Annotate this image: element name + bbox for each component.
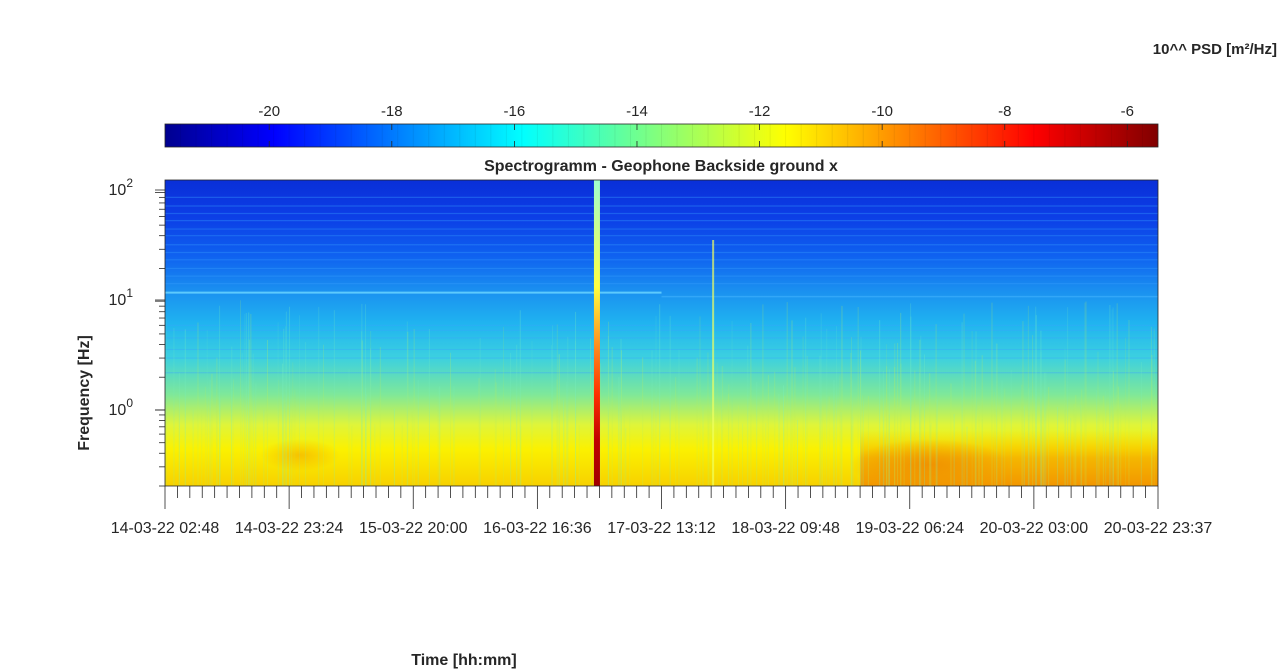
colorbar-tick-label: -6 — [1121, 103, 1134, 120]
colorbar-tick-label: -16 — [504, 103, 526, 120]
x-axis-label: Time [hh:mm] — [411, 652, 516, 669]
y-tick-label: 101 — [109, 286, 134, 309]
spectrogram-image — [165, 180, 1158, 486]
chart-title: Spectrogramm - Geophone Backside ground … — [484, 158, 838, 175]
colorbar-tick-label: -10 — [871, 103, 893, 120]
colorbar-label: 10^^ PSD [m²/Hz] — [1153, 41, 1277, 58]
x-tick-label: 14-03-22 02:48 — [111, 520, 220, 537]
colorbar-tick-label: -12 — [749, 103, 771, 120]
x-tick-label: 17-03-22 13:12 — [607, 520, 716, 537]
x-tick-label: 16-03-22 16:36 — [483, 520, 592, 537]
colorbar-tick-label: -20 — [258, 103, 280, 120]
colorbar-tick-labels: -20 -18 -16 -14 -12 -10 -8 -6 — [258, 103, 1134, 120]
x-tick-label: 20-03-22 23:37 — [1104, 520, 1213, 537]
colorbar-blocks — [180, 124, 1143, 147]
y-axis-label: Frequency [Hz] — [76, 335, 93, 451]
x-axis: 14-03-22 02:48 14-03-22 23:24 15-03-22 20:… — [111, 486, 1213, 537]
x-tick-label: 19-03-22 06:24 — [855, 520, 964, 537]
transient-lines — [165, 300, 1155, 486]
x-tick-label: 20-03-22 03:00 — [980, 520, 1089, 537]
colorbar — [164, 123, 1159, 148]
x-tick-label: 18-03-22 09:48 — [731, 520, 840, 537]
frequency-band-lines — [165, 196, 1158, 374]
x-tick-label: 15-03-22 20:00 — [359, 520, 468, 537]
low-frequency-patch — [260, 439, 340, 471]
y-tick-label: 100 — [109, 396, 134, 419]
seismic-event-line — [593, 180, 600, 486]
colorbar-tick-label: -14 — [626, 103, 648, 120]
y-axis: 100 101 102 — [109, 176, 165, 487]
colorbar-tick-label: -8 — [998, 103, 1011, 120]
colorbar-tick-label: -18 — [381, 103, 403, 120]
strong-low-frequency-patch — [850, 439, 1010, 486]
x-tick-label: 14-03-22 23:24 — [235, 520, 344, 537]
secondary-event-line — [712, 240, 715, 486]
y-tick-label: 102 — [109, 176, 134, 199]
